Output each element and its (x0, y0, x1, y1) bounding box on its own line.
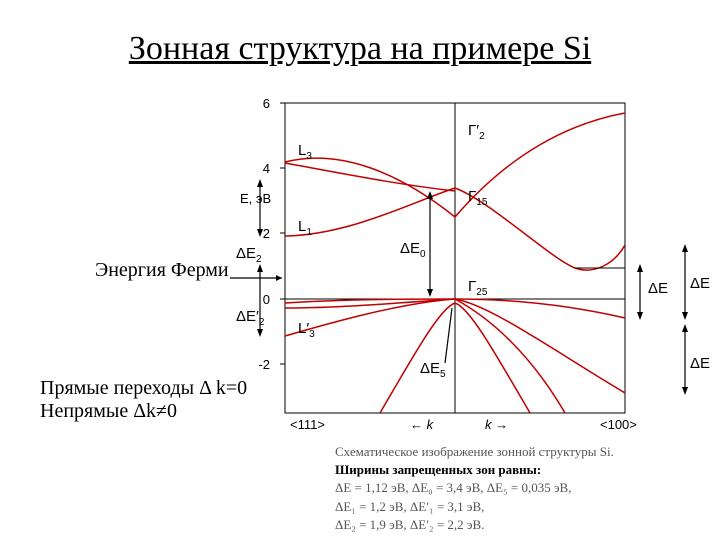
xlabel-100: <100> (600, 417, 637, 432)
label-dE5: ΔE5 (420, 360, 446, 380)
svg-text:6: 6 (263, 96, 270, 111)
caption-line: ΔE = 1,12 эВ, ΔE₀ = 3,4 эВ, ΔE₅ = 0,035 … (335, 479, 614, 497)
direct-transition-label: Прямые переходы Δ k=0 (40, 377, 247, 400)
caption-line: ΔE₁ = 1,2 эВ, ΔE′₁ = 3,1 эВ, (335, 498, 614, 516)
band-valence-deep-right (455, 299, 565, 413)
svg-text:4: 4 (263, 161, 270, 176)
gap-dE1: ΔE1 (682, 244, 710, 320)
indirect-transition-label: Непрямые Δk≠0 (40, 400, 177, 423)
caption: Схематическое изображение зонной структу… (335, 443, 614, 534)
label-G25: Γ25 (468, 278, 488, 298)
y-axis: 6 4 2 0 -2 (258, 96, 285, 372)
caption-line: Схематическое изображение зонной структу… (335, 443, 614, 461)
svg-text:ΔE0: ΔE0 (400, 240, 426, 260)
label-G15: Γ15 (468, 188, 488, 208)
svg-text:2: 2 (263, 226, 270, 241)
gap-dEp1: ΔE′1 (682, 324, 710, 395)
fermi-label: Энергия Ферми (95, 259, 229, 282)
caption-line: ΔE₂ = 1,9 эВ, ΔE′₂ = 2,2 эВ. (335, 516, 614, 534)
svg-text:-2: -2 (258, 357, 270, 372)
page-title: Зонная структура на примере Si (0, 30, 720, 68)
label-Lp3: L′3 (298, 320, 315, 340)
svg-text:0: 0 (263, 292, 270, 307)
label-Gp2: Γ′2 (468, 122, 485, 142)
gap-dEp2: ΔE′2 (236, 264, 265, 337)
caption-line: Ширины запрещенных зон равны: (335, 461, 614, 479)
xlabel-111: <111> (290, 417, 325, 432)
svg-text:ΔE′1: ΔE′1 (690, 355, 710, 375)
xlabel-k-right: k → (485, 417, 508, 432)
svg-text:ΔE2: ΔE2 (236, 245, 262, 265)
band-structure-chart: 6 4 2 0 -2 E, эВ L3 L1 L′3 Γ′2 Γ15 Γ25 Δ… (230, 93, 710, 433)
svg-text:ΔE: ΔE (648, 280, 668, 297)
gap-dE: ΔE (637, 264, 668, 320)
xlabel-k-left: ← k (410, 417, 435, 432)
y-axis-label: E, эВ (240, 191, 271, 206)
svg-text:ΔE1: ΔE1 (690, 275, 710, 295)
